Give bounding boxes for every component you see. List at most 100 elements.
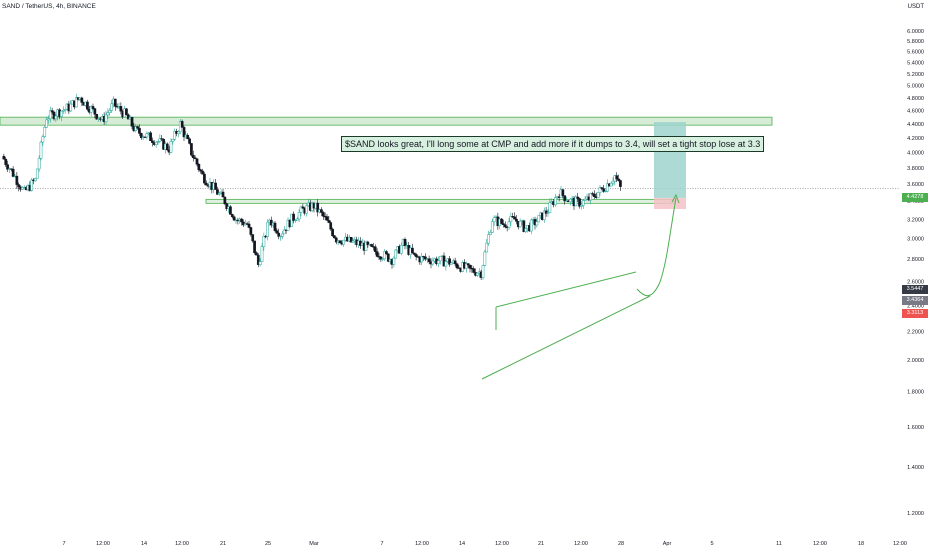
candle-body: [154, 141, 158, 145]
candle-body: [191, 154, 195, 159]
candle-body: [492, 217, 496, 223]
candle-body: [529, 219, 533, 232]
x-tick-label: 7: [380, 541, 383, 547]
candle-body: [177, 131, 180, 134]
candle-body: [535, 221, 539, 226]
candle-body: [223, 196, 227, 205]
y-tick-label: 3.4000: [907, 199, 924, 205]
candle-body: [145, 133, 149, 138]
candle-body: [143, 136, 147, 138]
y-tick-label: 3.6000: [907, 182, 924, 188]
candle-body: [173, 130, 177, 140]
candle-body: [316, 202, 320, 213]
y-tick-label: 2.4000: [907, 303, 924, 309]
candle-body: [403, 238, 407, 246]
candle-body: [385, 251, 388, 255]
loss-box: [654, 197, 686, 210]
candle-body: [301, 206, 305, 209]
support-zone: [205, 198, 675, 204]
candle-body: [437, 260, 440, 265]
x-tick-label: 12:00: [813, 541, 827, 547]
candle-body: [349, 236, 353, 243]
candle-body: [342, 239, 346, 245]
candle-body: [431, 260, 435, 265]
candle-body: [604, 190, 607, 193]
candle-body: [11, 168, 15, 177]
candle-body: [502, 223, 505, 226]
candle-body: [197, 164, 201, 171]
candle-body: [182, 127, 186, 138]
candle-body: [266, 221, 269, 237]
x-tick-label: 5: [710, 541, 713, 547]
price-axis: 1.2000 1.4000 1.6000 1.8000 2.0000 2.2000 2.40…: [907, 29, 924, 517]
candle-body: [277, 232, 281, 237]
candle-body: [578, 198, 581, 207]
candle-body: [50, 110, 54, 113]
candle-body: [561, 189, 565, 196]
candle-body: [483, 251, 487, 266]
candle-body: [54, 115, 58, 120]
candle-body: [134, 126, 138, 131]
candle-body: [48, 110, 52, 119]
candle-body: [500, 218, 503, 224]
candle-body: [509, 216, 513, 223]
candle-body: [468, 264, 472, 269]
candle-body: [320, 209, 323, 213]
candle-body: [379, 256, 383, 260]
candle-body: [568, 198, 572, 203]
candle-body: [427, 258, 431, 263]
candle-body: [262, 235, 266, 247]
trade-note-annotation[interactable]: $SAND looks great, I'll long some at CMP…: [341, 136, 765, 152]
y-tick-label: 5.0000: [907, 84, 924, 90]
candle-body: [518, 220, 522, 228]
candle-body: [275, 230, 279, 234]
candle-body: [6, 164, 9, 170]
candle-body: [489, 232, 492, 235]
candle-body: [156, 141, 160, 143]
candle-body: [95, 113, 99, 120]
x-tick-label: 7: [62, 541, 65, 547]
candle-body: [522, 220, 526, 232]
candle-body: [149, 132, 152, 141]
zones-layer: [0, 116, 900, 210]
y-tick-label: 4.2000: [907, 136, 924, 142]
candle-body: [251, 234, 255, 242]
candle-body: [106, 112, 110, 116]
candle-body: [507, 221, 511, 228]
candles-layer: [2, 93, 622, 281]
overlays-layer: [481, 193, 680, 380]
y-tick-label: 1.4000: [907, 465, 924, 471]
y-tick-label: 5.2000: [907, 72, 924, 78]
candle-body: [204, 182, 208, 186]
candle-body: [576, 196, 580, 199]
y-tick-label: 1.6000: [907, 425, 924, 431]
candle-body: [580, 205, 583, 207]
time-axis: 7 12:00 14 12:00 21 25 Mar 7 12:00 14 12:00 21 12:00…: [62, 541, 906, 547]
candle-body: [258, 261, 262, 265]
candle-body: [548, 202, 552, 213]
y-tick-label: 3.2000: [907, 217, 924, 223]
candle-body: [444, 261, 448, 267]
x-tick-label: 12:00: [175, 541, 189, 547]
candle-body: [383, 251, 386, 260]
candle-body: [136, 126, 139, 129]
candle-body: [373, 246, 377, 252]
candle-body: [544, 210, 548, 214]
symbol-title: SAND / TetherUS, 4h, BINANCE: [2, 3, 96, 10]
candle-body: [63, 109, 67, 111]
candle-body: [364, 241, 368, 251]
candle-body: [260, 246, 264, 262]
candle-body: [199, 169, 203, 172]
candle-body: [331, 228, 334, 236]
candle-body: [617, 178, 620, 181]
candle-body: [299, 206, 303, 213]
candle-body: [596, 192, 600, 198]
candle-body: [21, 187, 24, 190]
projection-path: [636, 197, 677, 297]
y-tick-label: 4.6000: [907, 109, 924, 115]
resistance-zone: [0, 116, 773, 126]
x-tick-label: Apr: [663, 541, 672, 547]
x-tick-label: 25: [265, 541, 271, 547]
